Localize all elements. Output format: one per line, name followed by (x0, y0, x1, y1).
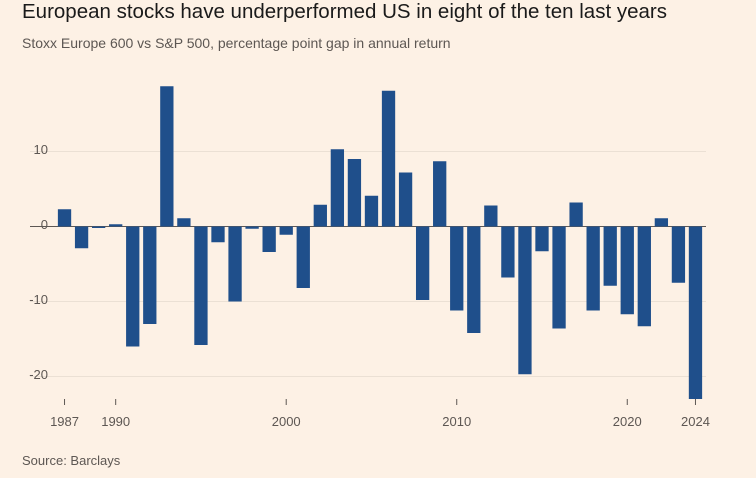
bar-2010 (450, 226, 464, 311)
bar-1991 (126, 226, 140, 347)
bar-1995 (194, 226, 208, 345)
y-tick-label: -20 (29, 367, 48, 382)
bar-2015 (535, 226, 549, 252)
bar-2016 (552, 226, 566, 329)
bar-2003 (330, 149, 345, 227)
x-tick-label: 2000 (272, 414, 301, 429)
bar-2020 (620, 226, 634, 315)
y-tick-label: -10 (29, 292, 48, 307)
bar-2024 (688, 226, 703, 399)
bar-2000 (279, 226, 293, 235)
bar-1997 (228, 226, 242, 302)
x-tick-label: 1990 (101, 414, 130, 429)
bar-2002 (313, 204, 327, 227)
chart-subtitle: Stoxx Europe 600 vs S&P 500, percentage … (22, 35, 451, 51)
bar-2021 (637, 226, 651, 327)
bar-1989 (91, 226, 106, 228)
bars (57, 86, 703, 399)
bar-2014 (518, 226, 532, 375)
bar-1988 (74, 226, 89, 249)
bar-2005 (364, 195, 379, 227)
bar-1999 (262, 226, 276, 252)
bar-1987 (57, 209, 72, 227)
bar-2019 (603, 226, 617, 286)
bar-2022 (654, 218, 669, 227)
bar-2009 (433, 161, 447, 227)
bar-2011 (467, 226, 481, 333)
chart-title: European stocks have underperformed US i… (22, 0, 667, 23)
bar-1994 (177, 218, 191, 227)
bar-1990 (109, 224, 123, 227)
x-tick-label: 1987 (50, 414, 79, 429)
bar-2013 (501, 226, 515, 278)
bar-2004 (347, 159, 362, 227)
x-tick-label: 2010 (442, 414, 471, 429)
bar-2023 (671, 226, 686, 283)
y-tick-label: 10 (34, 142, 48, 157)
y-axis: -20 -10 0 10 (29, 142, 48, 382)
bar-1998 (245, 226, 259, 229)
x-axis: 1987 1990 2000 2010 2020 2024 (50, 399, 710, 429)
x-tick-label: 2024 (681, 414, 710, 429)
bar-2018 (586, 226, 600, 311)
bar-2008 (415, 226, 430, 300)
bar-2001 (296, 226, 310, 288)
source-note: Source: Barclays (22, 453, 121, 468)
bar-2006 (381, 90, 396, 227)
bar-2017 (569, 202, 583, 227)
bar-2007 (398, 172, 413, 227)
bar-2012 (484, 205, 498, 227)
bar-1996 (211, 226, 225, 243)
bar-1993 (160, 86, 174, 227)
y-tick-label: 0 (41, 217, 48, 232)
x-tick-label: 2020 (613, 414, 642, 429)
bar-1992 (143, 226, 157, 324)
